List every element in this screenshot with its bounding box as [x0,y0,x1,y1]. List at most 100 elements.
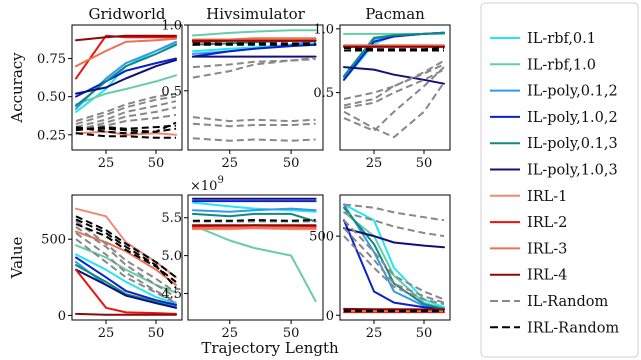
series-line [75,238,177,305]
series-line [192,122,316,128]
legend-frame [480,2,639,358]
axes-frame [339,24,451,151]
series-line [75,57,177,98]
plot-area [75,207,177,316]
series-line [343,219,445,310]
legend-item: IRL-3 [490,241,567,257]
series-line [75,95,177,126]
panel-title: Hivsimulator [206,5,306,23]
x-axis-label: Trajectory Length [201,339,339,357]
panel-0: 25 50 0.25 0.50 0.75 Gridworld Accuracy [8,5,183,171]
series-line [75,34,177,80]
series-line [192,116,316,123]
series-line [191,43,317,58]
series-line [75,230,177,286]
plot-area [75,34,177,139]
panel-1: 25 50 0.5 1.0 Hivsimulator [161,5,324,171]
legend-item: IRL-1 [490,189,567,205]
series-line [343,59,445,100]
y-axis-label: Accuracy [8,52,26,124]
legend-item: IL-Random [490,294,609,310]
legend-item: IL-poly,1.0,3 [490,163,618,179]
series-line [75,218,177,289]
plot-area [191,29,317,142]
series-line [75,34,177,42]
y-tick-label: 5.0 [161,249,182,264]
y-tick-label: 1.0 [313,22,334,37]
series-line [343,307,445,311]
x-tick-label: 50 [148,156,165,171]
x-tick-label: 25 [221,156,238,171]
legend-item: IRL-Random [490,320,619,336]
series-line [343,211,445,238]
y-tick-label: 4.5 [161,287,182,302]
series-line [75,74,177,106]
legend-item: IL-rbf,1.0 [490,57,596,73]
series-line [192,56,316,79]
legend-item: IRL-2 [490,215,567,231]
series-line [75,232,177,303]
series-line [191,37,317,41]
series-line [75,268,177,309]
y-tick-label: 0.50 [37,90,66,105]
series-line [343,63,445,107]
legend-label: IL-Random [527,294,609,310]
legend-item: IL-poly,0.1,2 [490,84,618,100]
y-tick-label: 500 [309,230,334,245]
series-line [75,215,177,279]
x-tick-label: 25 [221,326,238,341]
x-tick-label: 50 [283,326,300,341]
x-tick-label: 25 [98,326,115,341]
plot-area [191,197,317,303]
legend-label: IRL-Random [527,320,619,336]
x-tick-label: 50 [416,326,433,341]
legend-item: IRL-4 [490,268,567,284]
series-line [75,226,177,298]
axes-frame [187,194,324,321]
y-tick-label: 0.5 [161,84,182,99]
series-line [75,124,177,132]
legend-item: IL-rbf,0.1 [490,31,596,47]
series-line [343,66,445,132]
legend-label: IL-poly,0.1,2 [527,84,618,100]
legend-label: IRL-4 [527,268,567,284]
series-line [343,206,445,310]
panel-title: Gridworld [89,5,166,23]
x-tick-label: 50 [416,156,433,171]
series-line [75,37,177,68]
legend-label: IL-rbf,1.0 [527,57,596,73]
legend-label: IL-poly,1.0,3 [527,163,618,179]
series-line [343,211,445,310]
y-tick-label: 1.0 [161,19,182,34]
legend-label: IRL-1 [527,189,567,205]
y-tick-label: 0 [326,309,334,324]
y-tick-label: 0.25 [37,128,66,143]
legend-label: IRL-2 [527,215,567,231]
x-tick-label: 25 [98,156,115,171]
axes-frame [71,194,183,321]
series-line [75,59,177,95]
y-tick-label: 0.5 [313,86,334,101]
axis-multiplier: ×109 [190,175,224,194]
series-line [343,66,445,85]
series-line [343,227,445,249]
legend-item: IL-poly,0.1,3 [490,136,618,152]
series-line [192,219,316,222]
panel-title: Pacman [365,5,425,23]
series-line [343,235,445,306]
legend-label: IL-rbf,0.1 [527,31,596,47]
axes-frame [187,24,324,151]
series-line [191,29,317,37]
series-line [343,219,445,301]
series-line [343,203,445,222]
x-tick-label: 25 [366,156,383,171]
series-line [191,207,317,213]
series-line [75,113,177,130]
legend-item: IL-poly,1.0,2 [490,110,618,126]
legend-label: IL-poly,0.1,3 [527,136,618,152]
x-tick-label: 50 [148,326,165,341]
series-line [75,268,177,315]
axes-frame [339,194,451,321]
x-tick-label: 25 [366,326,383,341]
